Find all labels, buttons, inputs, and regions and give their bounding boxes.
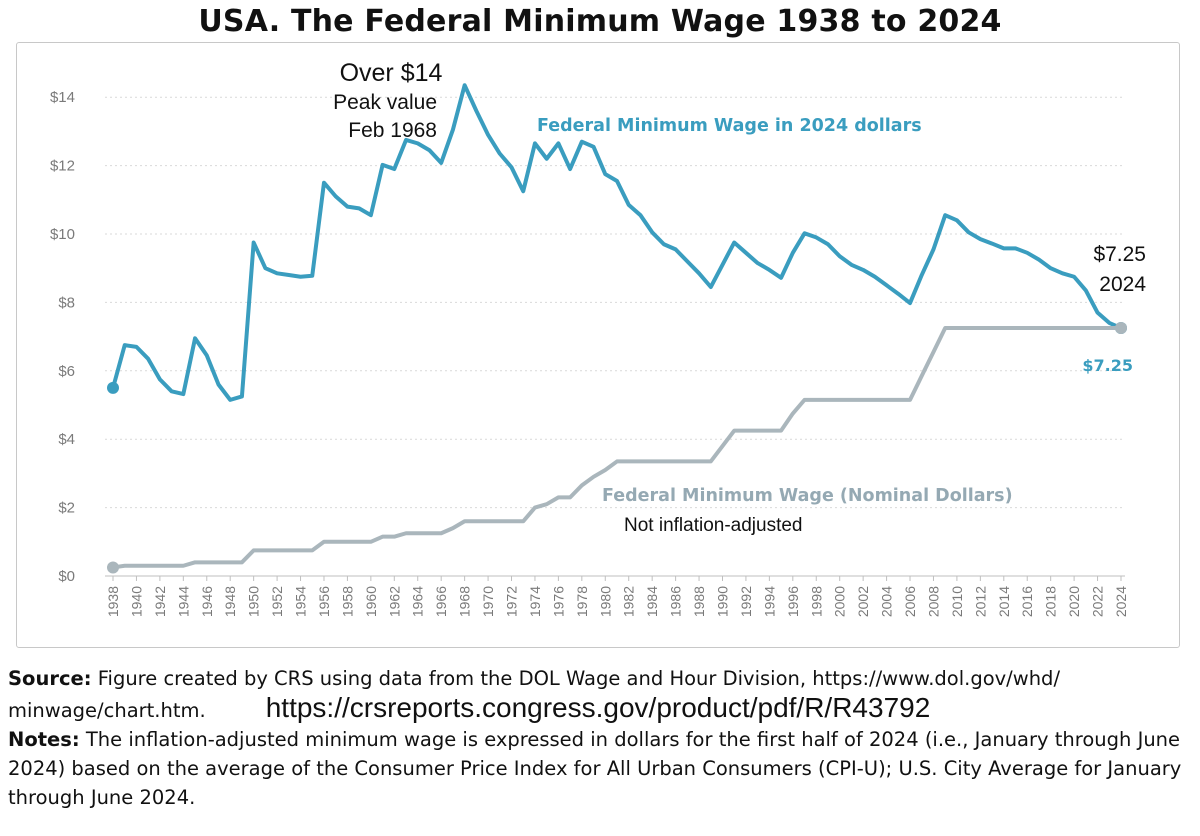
source-block: Source: Figure created by CRS using data… — [8, 664, 1194, 725]
x-tick-label: 1940 — [128, 586, 144, 617]
page-title: USA. The Federal Minimum Wage 1938 to 20… — [198, 4, 1002, 39]
x-tick-label: 2004 — [879, 586, 895, 617]
real-series-label: Federal Minimum Wage in 2024 dollars — [537, 116, 922, 136]
y-tick-label: $6 — [58, 363, 75, 380]
nominal-start-point — [107, 561, 119, 574]
y-tick-label: $0 — [58, 568, 75, 585]
nominal-wage-line — [111, 326, 1123, 570]
x-tick-label: 1998 — [808, 586, 824, 617]
x-tick-label: 1942 — [152, 586, 168, 617]
x-tick-label: 1964 — [410, 586, 426, 617]
end-value-label: $7.25 — [1082, 356, 1133, 375]
x-tick-label: 1984 — [644, 586, 660, 617]
x-tick-label: 2006 — [902, 586, 918, 617]
end-value-annotation-line2: 2024 — [1099, 273, 1146, 296]
series-layer — [107, 83, 1127, 574]
y-tick-label: $10 — [50, 226, 75, 243]
source-label: Source: — [8, 667, 92, 690]
x-tick-label: 1976 — [550, 586, 566, 617]
notes-block: Notes: The inflation-adjusted minimum wa… — [8, 725, 1194, 812]
x-tick-label: 1944 — [175, 586, 191, 617]
notes-text: The inflation-adjusted minimum wage is e… — [8, 728, 1182, 809]
x-tick-label: 1978 — [574, 586, 590, 617]
x-tick-label: 2016 — [1019, 586, 1035, 617]
x-tick-label: 1938 — [105, 586, 121, 617]
x-tick-label: 2002 — [855, 586, 871, 617]
x-tick-label: 1986 — [668, 586, 684, 617]
report-url[interactable]: https://crsreports.congress.gov/product/… — [265, 692, 931, 723]
nominal-note: Not inflation-adjusted — [624, 515, 803, 536]
x-tick-label: 1994 — [761, 586, 777, 617]
x-tick-label: 2014 — [996, 586, 1012, 617]
x-tick-label: 1972 — [504, 586, 520, 617]
source-text-2: minwage/chart.htm. — [8, 699, 206, 722]
peak-annotation-line1: Over $14 — [340, 59, 443, 87]
x-tick-label: 2008 — [925, 586, 941, 617]
x-tick-label: 2022 — [1090, 586, 1106, 617]
x-tick-label: 2000 — [832, 586, 848, 617]
x-tick-label: 1948 — [222, 586, 238, 617]
y-tick-label: $14 — [50, 89, 75, 106]
notes-label: Notes: — [8, 728, 80, 751]
real-wage-line — [111, 83, 1123, 402]
end-value-annotation-line1: $7.25 — [1093, 243, 1146, 266]
chart-frame: $0 $2 $4 $6 $8 $10 $12 $14 1938 1940 1942 1944 1946 1… — [16, 42, 1180, 648]
x-tick-label: 2012 — [972, 586, 988, 617]
x-tick-label: 1992 — [738, 586, 754, 617]
grid-layer — [105, 96, 1125, 577]
x-tick-label: 1982 — [621, 586, 637, 617]
footer: Source: Figure created by CRS using data… — [8, 664, 1194, 812]
x-tick-label: 1954 — [293, 586, 309, 617]
peak-annotation-line2: Peak value — [333, 91, 437, 114]
y-tick-label: $12 — [50, 158, 75, 175]
nominal-end-point — [1115, 322, 1127, 335]
y-tick-label: $4 — [58, 431, 75, 448]
x-tick-label: 2010 — [949, 586, 965, 617]
x-tick-label: 1968 — [457, 586, 473, 617]
y-tick-label: $2 — [58, 500, 75, 517]
x-tick-label: 1974 — [527, 586, 543, 617]
line-chart: $0 $2 $4 $6 $8 $10 $12 $14 1938 1940 1942 1944 1946 1… — [50, 59, 1146, 617]
x-tick-label: 1952 — [269, 586, 285, 617]
x-tick-label: 1962 — [386, 586, 402, 617]
axis-layer: $0 $2 $4 $6 $8 $10 $12 $14 1938 1940 1942 1944 1946 1… — [50, 89, 1129, 617]
x-tick-label: 1980 — [597, 586, 613, 617]
x-tick-label: 2020 — [1066, 586, 1082, 617]
real-start-point — [107, 381, 119, 394]
x-tick-label: 1990 — [714, 586, 730, 617]
nominal-series-label: Federal Minimum Wage (Nominal Dollars) — [602, 486, 1013, 506]
y-tick-label: $8 — [58, 294, 75, 311]
x-tick-label: 1970 — [480, 586, 496, 617]
x-tick-label: 1960 — [363, 586, 379, 617]
x-tick-label: 1996 — [785, 586, 801, 617]
x-tick-label: 1988 — [691, 586, 707, 617]
x-tick-label: 2024 — [1113, 586, 1129, 617]
x-tick-label: 1956 — [316, 586, 332, 617]
x-tick-label: 1946 — [199, 586, 215, 617]
peak-annotation-line3: Feb 1968 — [348, 119, 437, 142]
x-tick-label: 2018 — [1043, 586, 1059, 617]
annotation-layer: Over $14 Peak value Feb 1968 Federal Min… — [333, 59, 1146, 536]
source-text: Figure created by CRS using data from th… — [91, 667, 1061, 690]
x-tick-label: 1958 — [339, 586, 355, 617]
x-tick-label: 1966 — [433, 586, 449, 617]
x-tick-label: 1950 — [246, 586, 262, 617]
